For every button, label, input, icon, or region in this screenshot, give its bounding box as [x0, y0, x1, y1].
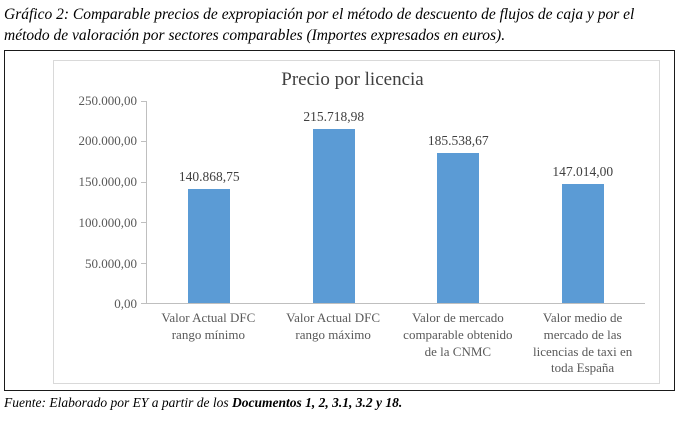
y-tick-mark [141, 181, 146, 183]
bar-column: 185.538,67 [396, 101, 521, 304]
chart-title: Precio por licencia [281, 68, 424, 90]
y-tick-label: 150.000,00 [78, 174, 138, 190]
y-tick-label: 100.000,00 [78, 214, 138, 230]
source-documents: Documentos 1, 2, 3.1, 3.2 y 18. [232, 394, 403, 410]
bar-value-label: 140.868,75 [178, 169, 240, 185]
bar-column: 215.718,98 [272, 101, 397, 304]
bar-column: 147.014,00 [521, 101, 646, 304]
figure-caption: Gráfico 2: Comparable precios de expropi… [4, 6, 635, 45]
y-tick-label: 250.000,00 [78, 92, 138, 108]
y-tick-label: 0,00 [114, 296, 137, 312]
chart-container: Precio por licencia 250.000,00 200.000,00… [4, 49, 675, 391]
x-category-label: Valor medio de mercado de las licencias … [532, 310, 633, 376]
y-tick-mark [141, 303, 146, 305]
y-axis: 250.000,00 200.000,00 150.000,00 100.000,00… [60, 93, 146, 312]
bar-series: 140.868,75 215.718,98 185.538,67 147.014,00 [147, 101, 645, 304]
source-text: Fuente: Elaborado por EY a partir de los [4, 394, 232, 410]
bar-value-label: 185.538,67 [427, 132, 489, 148]
y-tick-mark [141, 262, 146, 264]
bar [437, 152, 480, 304]
y-tick-mark [141, 100, 146, 102]
x-category-label: Valor Actual DFC rango máximo [286, 310, 381, 342]
bar [561, 184, 604, 304]
x-category-label: Valor Actual DFC rango mínimo [161, 310, 256, 342]
bar-chart: Precio por licencia 250.000,00 200.000,00… [53, 59, 660, 384]
bar-column: 140.868,75 [147, 101, 272, 304]
source-note: Fuente: Elaborado por EY a partir de los… [4, 395, 675, 411]
y-tick-label: 200.000,00 [78, 133, 138, 149]
plot-area: 140.868,75 215.718,98 185.538,67 147.014,00 [141, 100, 645, 305]
bar [312, 128, 355, 304]
bar [188, 189, 231, 304]
bar-value-label: 215.718,98 [303, 108, 365, 124]
x-axis-labels: Valor Actual DFC rango mínimo Valor Actua… [146, 304, 645, 377]
y-tick-label: 50.000,00 [85, 255, 137, 271]
y-tick-mark [141, 141, 146, 143]
chart-body: 250.000,00 200.000,00 150.000,00 100.000,00… [60, 93, 645, 312]
bar-value-label: 147.014,00 [552, 164, 614, 180]
x-category-label: Valor de mercado comparable obtenido de … [403, 310, 513, 359]
y-tick-mark [141, 222, 146, 224]
